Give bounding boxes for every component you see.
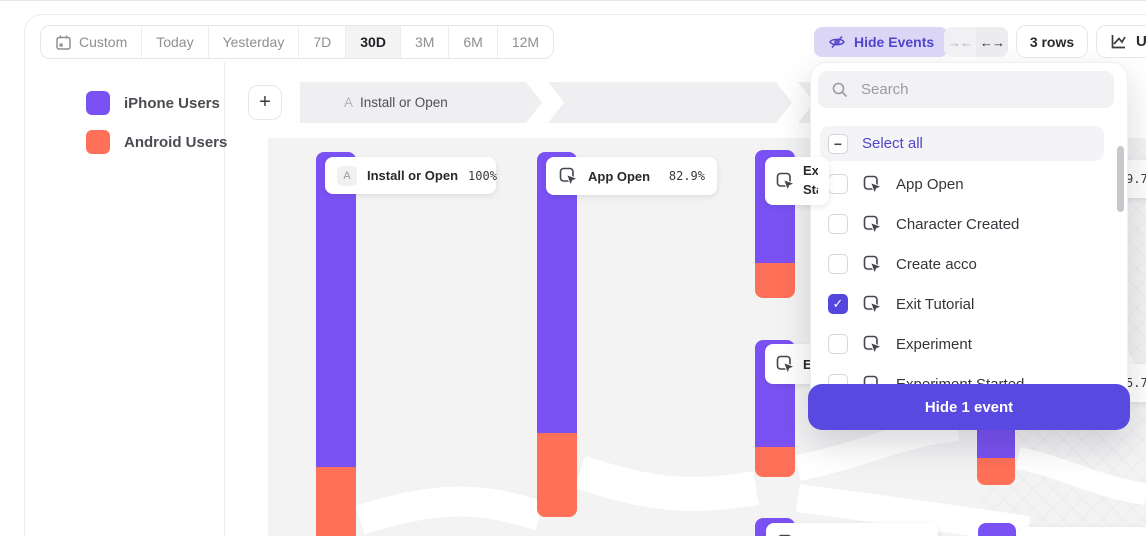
- date-range-3m[interactable]: 3M: [401, 26, 450, 58]
- date-range-yesterday[interactable]: Yesterday: [209, 26, 300, 58]
- dropdown-item-exit-tutorial[interactable]: ✓ Exit Tutorial: [812, 284, 1112, 324]
- dropdown-item-experiment[interactable]: Experiment: [812, 324, 1112, 364]
- funnel-bar-step1-android[interactable]: [316, 467, 356, 536]
- hide-events-label: Hide Events: [854, 34, 935, 50]
- event-icon: [863, 215, 882, 234]
- rows-count-button[interactable]: 3 rows: [1016, 25, 1088, 58]
- add-step-button[interactable]: +: [248, 85, 282, 120]
- date-range-12m[interactable]: 12M: [511, 34, 540, 50]
- dropdown-item-label: App Open: [896, 175, 964, 193]
- step-card-row3-col4[interactable]: [1018, 527, 1146, 536]
- step-header-label: Install or Open: [360, 95, 448, 110]
- dropdown-item-app-open[interactable]: App Open: [812, 164, 1112, 204]
- android-users-swatch: [86, 130, 110, 154]
- dropdown-scrollbar-thumb[interactable]: [1117, 146, 1124, 212]
- search-icon: [832, 82, 848, 97]
- hide-one-event-label: Hide 1 event: [924, 398, 1014, 416]
- event-icon: [863, 295, 882, 314]
- funnel-bar-row2-step3-android[interactable]: [755, 447, 795, 477]
- users-metric-button[interactable]: U: [1096, 25, 1146, 58]
- funnel-step-header-a[interactable]: A Install or Open: [300, 82, 542, 123]
- background-hatch-pattern: [1128, 150, 1146, 380]
- funnel-bar-row3-step4-iphone[interactable]: [978, 523, 1016, 536]
- dropdown-item-label: Create acco: [896, 255, 977, 273]
- date-range-label: Custom: [79, 34, 128, 50]
- collapse-columns-button[interactable]: →←: [948, 34, 973, 50]
- select-all-row[interactable]: − Select all: [820, 126, 1104, 161]
- window-top-divider: [0, 0, 1146, 1]
- dropdown-search-input[interactable]: Search: [818, 71, 1114, 108]
- hide-events-button[interactable]: Hide Events: [814, 27, 949, 57]
- legend-label: Android Users: [124, 133, 228, 151]
- users-metric-label: U: [1136, 33, 1146, 50]
- step-card-label: App Open: [588, 168, 651, 184]
- checkbox-unchecked[interactable]: [828, 254, 848, 274]
- step-card-label: Install or Open: [367, 168, 459, 183]
- checkbox-unchecked[interactable]: [828, 334, 848, 354]
- select-all-checkbox-indeterminate[interactable]: −: [828, 133, 848, 154]
- date-range-7d[interactable]: 7D: [299, 26, 347, 58]
- step-card-label: Experiment Started: [803, 163, 818, 197]
- event-icon: [559, 167, 578, 186]
- step-card-percent: 9.7%: [1126, 172, 1146, 186]
- date-range-today[interactable]: Today: [142, 26, 209, 58]
- checkbox-unchecked[interactable]: [828, 174, 848, 194]
- event-icon: [776, 172, 795, 191]
- collapse-expand-toggle: →← ←→: [944, 27, 1008, 57]
- checkbox-checked[interactable]: ✓: [828, 294, 848, 314]
- funnel-bar-step1-iphone[interactable]: [316, 152, 356, 467]
- step-prefix: A: [344, 95, 354, 110]
- legend-item-iphone[interactable]: iPhone Users: [86, 91, 220, 115]
- date-range-6m[interactable]: 6M: [449, 26, 498, 58]
- search-placeholder: Search: [861, 81, 909, 98]
- legend-label: iPhone Users: [124, 94, 220, 112]
- step-card-row3[interactable]: [766, 523, 938, 536]
- step-card-experiment-started[interactable]: Experiment Started: [765, 157, 829, 205]
- legend-item-android[interactable]: Android Users: [86, 130, 227, 154]
- step-a-badge: A: [337, 165, 357, 186]
- hide-one-event-button[interactable]: Hide 1 event: [808, 384, 1130, 430]
- hide-events-dropdown: [810, 62, 1128, 430]
- step-card-percent: 100%: [468, 168, 497, 183]
- step-card-install-or-open[interactable]: A Install or Open 100%: [325, 157, 497, 194]
- dropdown-item-create-account[interactable]: Create acco: [812, 244, 1112, 284]
- calendar-icon: [56, 35, 71, 50]
- event-icon: [863, 175, 882, 194]
- funnel-step-header-b[interactable]: [548, 82, 792, 123]
- date-range-30d-active[interactable]: 30D: [346, 26, 401, 58]
- line-chart-icon: [1111, 35, 1126, 49]
- funnel-bar-row2-step4-android[interactable]: [977, 458, 1015, 485]
- expand-columns-button[interactable]: ←→: [976, 27, 1008, 57]
- rows-count-label: 3 rows: [1029, 33, 1075, 50]
- funnel-bar-step2-iphone[interactable]: [537, 152, 577, 433]
- dropdown-item-label: Character Created: [896, 215, 1020, 233]
- step-card-app-open[interactable]: App Open 82.9%: [546, 157, 717, 195]
- dropdown-item-label: Experiment: [896, 335, 972, 353]
- add-step-label: +: [259, 91, 271, 113]
- dropdown-item-label: Exit Tutorial: [896, 295, 975, 313]
- event-icon: [776, 355, 795, 374]
- funnel-bar-step3-android[interactable]: [755, 263, 795, 298]
- date-range-custom[interactable]: Custom: [41, 26, 143, 58]
- event-icon: [863, 335, 882, 354]
- funnel-bar-step2-android[interactable]: [537, 433, 577, 517]
- step-card-label: E: [803, 356, 812, 372]
- eye-off-icon: [829, 35, 845, 49]
- step-card-percent: 82.9%: [668, 169, 705, 183]
- event-icon: [863, 255, 882, 274]
- step-card-percent: 5.7%: [1126, 376, 1146, 390]
- iphone-users-swatch: [86, 91, 110, 115]
- select-all-label: Select all: [862, 135, 923, 152]
- dropdown-item-character-created[interactable]: Character Created: [812, 204, 1112, 244]
- checkbox-unchecked[interactable]: [828, 214, 848, 234]
- legend-panel-divider: [224, 62, 225, 536]
- date-range-group: Custom Today Yesterday 7D 30D 3M 6M 12M: [40, 25, 555, 59]
